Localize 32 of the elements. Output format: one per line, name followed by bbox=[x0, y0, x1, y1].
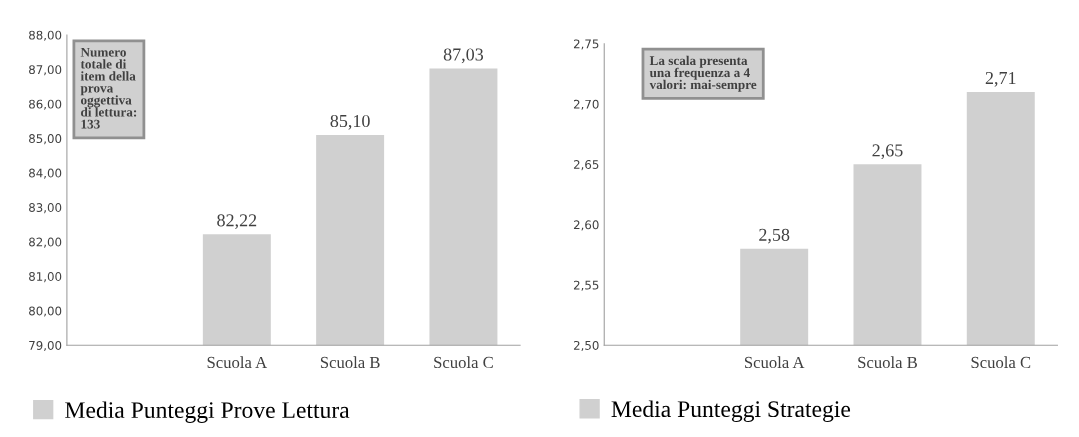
x-tick-label: Scuola B bbox=[320, 356, 380, 369]
y-tick-label: 2,55 bbox=[573, 280, 599, 291]
legend-label: Media Punteggi Prove Lettura bbox=[65, 401, 350, 423]
y-tick-label: 88,00 bbox=[29, 30, 62, 41]
x-tick-label: Scuola C bbox=[434, 356, 493, 369]
y-tick-label: 83,00 bbox=[29, 203, 62, 214]
y-tick-label: 2,75 bbox=[573, 39, 599, 50]
x-tick-label: Scuola A bbox=[207, 356, 268, 369]
x-tick-label: Scuola B bbox=[858, 356, 917, 369]
data-label: 2,58 bbox=[759, 228, 790, 244]
y-tick-label: 86,00 bbox=[29, 99, 62, 110]
y-tick-label: 85,00 bbox=[29, 134, 62, 145]
y-tick-label: 87,00 bbox=[29, 65, 62, 76]
data-label: 2,65 bbox=[872, 144, 903, 160]
x-tick-label: Scuola A bbox=[744, 356, 805, 369]
annotation: Numero totale di item della prova oggettiva di lettura: 133 bbox=[80, 47, 137, 129]
data-label: 2,71 bbox=[985, 71, 1016, 87]
x-tick-label: Scuola C bbox=[971, 356, 1031, 369]
legend-label: Media Punteggi Strategie bbox=[611, 400, 851, 422]
y-tick-label: 2,60 bbox=[573, 220, 599, 231]
data-label: 87,03 bbox=[443, 48, 484, 64]
data-label: 85,10 bbox=[330, 114, 370, 130]
y-tick-label: 82,00 bbox=[29, 237, 62, 248]
y-tick-label: 2,50 bbox=[573, 340, 599, 352]
data-label: 82,22 bbox=[217, 214, 257, 229]
y-tick-label: 2,65 bbox=[573, 160, 599, 171]
annotation: La scala presenta una frequenza a 4 valori: mai-sempre bbox=[649, 55, 757, 92]
y-tick-label: 79,00 bbox=[29, 340, 62, 352]
y-tick-label: 80,00 bbox=[29, 306, 62, 317]
y-tick-label: 84,00 bbox=[29, 168, 62, 179]
y-tick-label: 81,00 bbox=[29, 272, 62, 283]
y-tick-label: 2,70 bbox=[573, 99, 599, 110]
